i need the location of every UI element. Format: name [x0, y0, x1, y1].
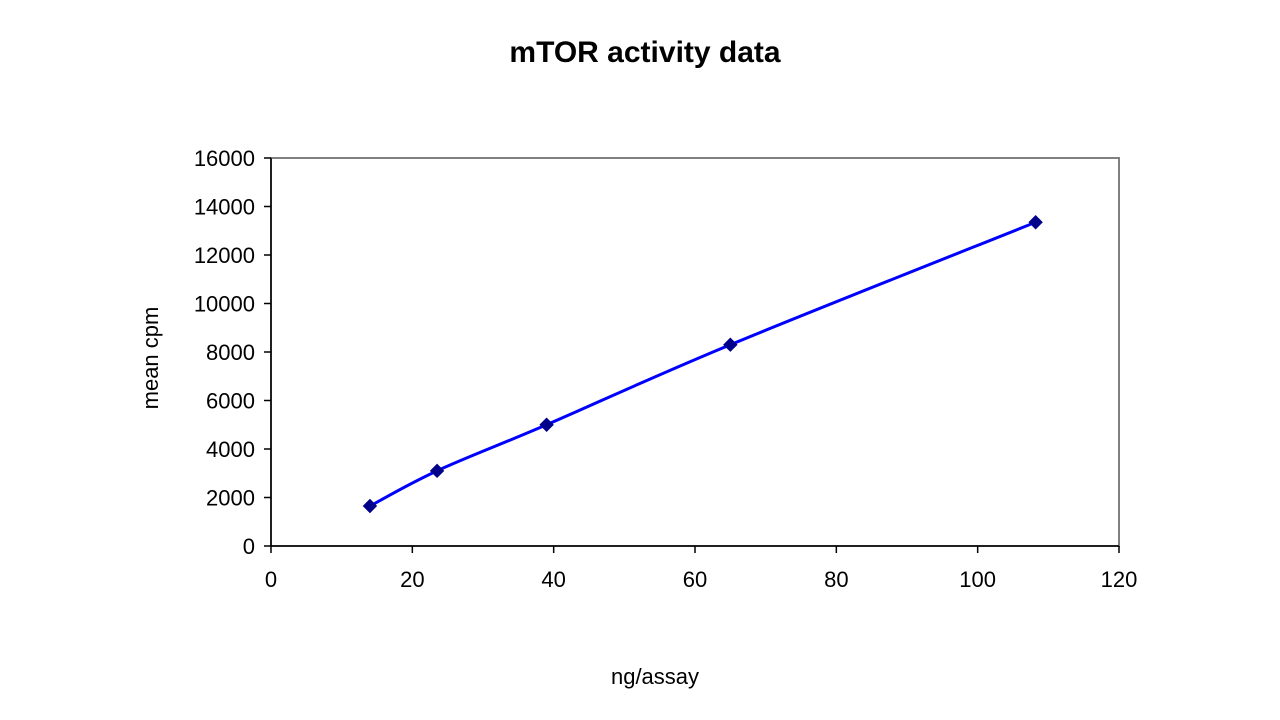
x-tick-label: 120 [1101, 567, 1138, 592]
data-point-marker [1028, 215, 1043, 230]
x-tick-label: 60 [683, 567, 707, 592]
x-axis: 0 20 40 60 80 100 120 [265, 545, 1138, 592]
x-axis-label: ng/assay [611, 664, 699, 689]
data-point-marker [362, 498, 378, 514]
y-tick-label: 10000 [194, 292, 255, 317]
x-tick-label: 0 [265, 567, 277, 592]
y-tick-label: 16000 [194, 146, 255, 171]
plot-area [270, 157, 1120, 547]
x-tick-label: 80 [824, 567, 848, 592]
y-axis-label: mean cpm [138, 307, 163, 410]
data-point-marker [429, 463, 445, 479]
y-tick-label: 6000 [206, 389, 255, 414]
data-point-marker [723, 337, 738, 352]
y-tick-label: 14000 [194, 195, 255, 220]
y-tick-label: 8000 [206, 340, 255, 365]
series-layer [362, 215, 1043, 514]
y-axis: 0 2000 4000 6000 8000 10000 12000 14000 16000 [194, 146, 272, 559]
chart-title: mTOR activity data [509, 36, 781, 69]
y-tick-label: 2000 [206, 486, 255, 511]
y-tick-label: 4000 [206, 437, 255, 462]
y-tick-label: 0 [243, 534, 255, 559]
data-point-marker [539, 417, 554, 432]
x-tick-label: 40 [541, 567, 565, 592]
x-tick-label: 100 [959, 567, 996, 592]
x-tick-label: 20 [400, 567, 424, 592]
y-tick-label: 12000 [194, 243, 255, 268]
